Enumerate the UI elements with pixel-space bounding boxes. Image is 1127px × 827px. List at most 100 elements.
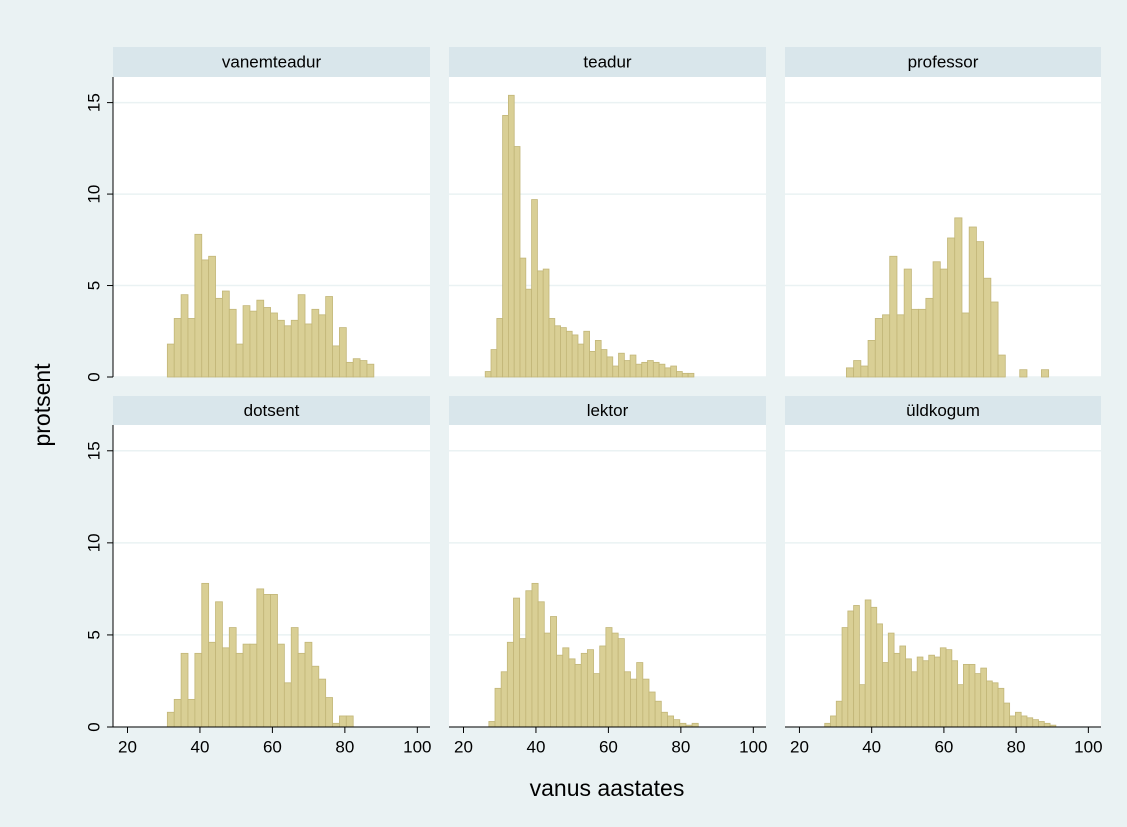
bar [642,678,650,728]
bar [550,616,557,728]
bar [228,627,237,728]
bar [345,361,354,378]
bar [911,308,920,378]
bar [951,660,959,728]
bar [997,687,1005,728]
panel-title: professor [908,52,979,71]
bar [500,671,508,728]
bar [986,680,993,728]
bar [860,365,869,378]
bar [583,330,590,378]
bar [352,358,361,378]
bar [490,349,498,378]
x-tick-label: 80 [335,737,354,756]
bar [277,643,285,728]
bar [600,349,608,378]
bar [664,367,672,378]
bar [593,673,601,728]
bar [647,360,654,378]
bar [542,268,550,378]
bar [180,652,189,728]
bar [194,233,203,378]
bar [574,663,582,728]
y-tick-label: 10 [84,185,103,204]
bar [623,671,631,728]
strip [449,47,766,77]
x-tick-label: 40 [190,737,209,756]
bar [903,268,912,378]
bar [691,722,699,728]
bar [325,697,333,728]
bar [263,594,271,728]
y-tick-label: 10 [84,533,103,552]
bar [847,610,855,728]
x-tick-label: 40 [526,737,545,756]
bar [580,652,588,728]
bar [617,638,625,728]
bar [201,259,210,378]
bar [166,343,175,378]
bar [560,327,567,378]
bar [928,654,935,728]
bar [630,678,638,728]
bar [882,314,891,378]
bar [208,641,216,728]
x-axis-title: vanus aastates [530,775,685,801]
x-tick-label: 40 [862,737,881,756]
panel-title: dotsent [244,401,300,420]
bar [1003,702,1011,728]
bar [228,308,237,378]
bar [270,594,278,728]
bar [242,643,251,728]
bar [508,94,515,378]
bar [853,605,860,728]
bar [925,297,934,378]
bar [968,226,977,378]
x-tick-label: 60 [599,737,618,756]
bar [961,312,970,378]
bar [290,627,299,728]
bar [586,649,594,728]
panel-title: üldkogum [906,401,980,420]
bar [997,354,1006,378]
bar [256,588,265,728]
bar [916,656,924,728]
bar [290,319,299,378]
bar [249,643,258,728]
bar [991,682,999,728]
bar [841,627,849,728]
panel-title: teadur [583,52,632,71]
bar [304,641,313,728]
bar [568,658,576,728]
bar [277,319,285,378]
bar [537,601,545,728]
x-tick-label: 60 [934,737,953,756]
bar [864,599,872,728]
bar [536,270,544,378]
bar [870,606,878,728]
bar [235,343,244,378]
bar [611,632,619,728]
bar [1009,715,1016,728]
bar [623,360,631,378]
bar [222,290,230,378]
bar [599,645,607,728]
bar [548,318,556,378]
bar [1015,711,1022,728]
bar [876,623,883,728]
bar [899,645,907,728]
bar [612,365,619,378]
bar [187,698,196,728]
bar [311,308,320,378]
x-tick-label: 20 [790,737,809,756]
bar [976,241,985,378]
bar [242,305,251,378]
bar [1020,715,1028,728]
bar [983,277,992,378]
bar [256,299,265,378]
x-tick-label: 20 [454,737,473,756]
bar [889,255,898,378]
bar [519,638,527,728]
bar [1041,369,1050,378]
bar [939,268,948,378]
